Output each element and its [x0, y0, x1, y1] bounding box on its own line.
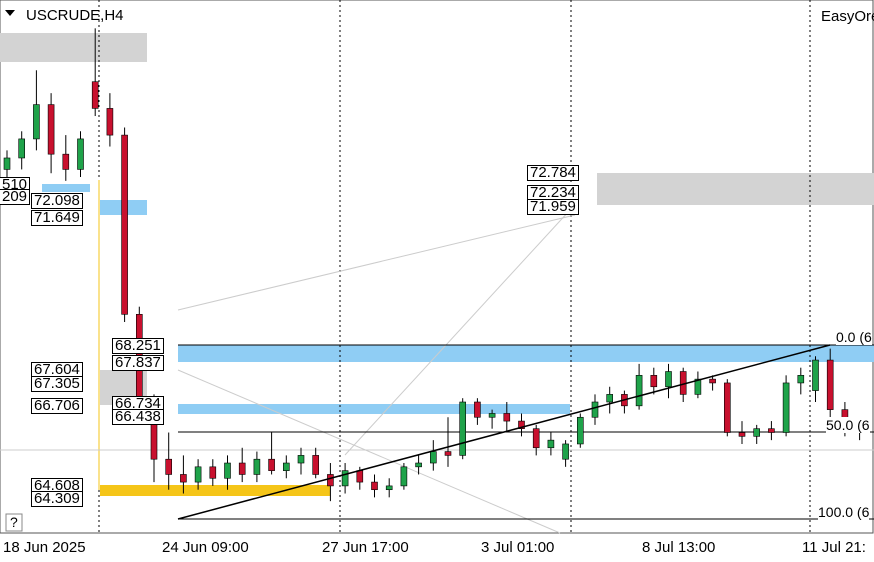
- price-label: 72.098: [31, 193, 83, 209]
- trend-line: [177, 214, 576, 311]
- zone: [178, 345, 874, 362]
- candle-body: [562, 443, 569, 460]
- candle-body: [753, 428, 761, 437]
- fib-trend: [177, 344, 831, 520]
- price-label: 209: [0, 189, 31, 205]
- candle-body: [282, 462, 290, 471]
- candle-body: [459, 401, 467, 456]
- candle-body: [297, 455, 305, 464]
- price-label: 72.784: [527, 165, 579, 181]
- trend-line: [344, 209, 571, 456]
- time-label: 8 Jul 13:00: [642, 539, 716, 556]
- candles: [3, 28, 863, 502]
- zone: [0, 33, 147, 62]
- candle-body: [3, 157, 11, 170]
- time-label: 27 Jun 17:00: [322, 539, 409, 556]
- fib-label: 0.0 (6: [836, 329, 872, 345]
- time-label: 3 Jul 01:00: [481, 539, 555, 556]
- candle-body: [518, 420, 525, 430]
- candle-body: [768, 428, 775, 433]
- candle-body: [400, 466, 408, 487]
- candle-body: [371, 481, 378, 491]
- time-label: 24 Jun 09:00: [162, 539, 249, 556]
- zone: [42, 184, 90, 192]
- price-label: 66.706: [31, 398, 83, 414]
- menu-arrow[interactable]: [5, 10, 15, 16]
- candle-body: [180, 474, 187, 483]
- candle-body: [826, 359, 834, 410]
- price-label: 66.734: [112, 396, 164, 412]
- candle-body: [474, 401, 481, 418]
- price-label: 71.959: [527, 199, 579, 215]
- candle-body: [591, 401, 599, 418]
- zone: [100, 485, 330, 496]
- zone: [597, 173, 874, 205]
- candle-body: [121, 134, 128, 315]
- candle-body: [812, 359, 819, 391]
- candle-body: [268, 458, 275, 471]
- candle-body: [532, 428, 540, 449]
- fib-label: 100.0 (6: [818, 504, 870, 520]
- fib-label: 50.0 (6: [826, 417, 870, 433]
- candle-body: [238, 462, 246, 475]
- candle-body: [356, 470, 364, 483]
- candle-body: [165, 458, 172, 475]
- candle-body: [77, 138, 84, 170]
- help-button[interactable]: [5, 513, 23, 532]
- candle-body: [547, 439, 555, 449]
- candle-body: [385, 485, 393, 491]
- candle-body: [312, 455, 320, 475]
- candle-body: [209, 466, 217, 479]
- frame: [0, 0, 874, 534]
- candle-body: [91, 81, 99, 109]
- candle-body: [782, 382, 790, 433]
- time-label: 18 Jun 2025: [3, 539, 86, 556]
- candle-body: [709, 378, 716, 384]
- price-label: 71.649: [31, 210, 83, 226]
- candle-body: [194, 466, 202, 483]
- panel-title: EasyOre: [821, 8, 874, 25]
- zone: [178, 404, 570, 414]
- candle-body: [576, 416, 584, 445]
- candle-body: [488, 413, 496, 418]
- candle-body: [738, 432, 746, 437]
- price-label: 67.837: [112, 355, 164, 371]
- candle-body: [33, 104, 40, 140]
- candle-body: [18, 138, 26, 159]
- candle-body: [694, 378, 702, 395]
- candle-body: [415, 462, 422, 468]
- help-text[interactable]: ?: [10, 514, 18, 530]
- time-label: 11 Jul 21:: [802, 539, 866, 556]
- price-label: 67.305: [31, 376, 83, 392]
- candle-body: [253, 458, 261, 475]
- candle-body: [606, 394, 614, 403]
- candle-body: [224, 462, 231, 479]
- candle-body: [635, 375, 643, 407]
- candle-body: [429, 451, 437, 464]
- candle-body: [62, 153, 70, 170]
- candle-body: [650, 375, 658, 388]
- candle-body: [797, 375, 805, 384]
- price-label: 64.309: [31, 491, 83, 507]
- candle-body: [327, 474, 334, 487]
- price-label: 66.438: [112, 409, 164, 425]
- candle-body: [665, 371, 672, 388]
- candle-body: [444, 451, 452, 456]
- candle-body: [47, 104, 55, 155]
- candle-body: [106, 108, 114, 136]
- candle-body: [503, 413, 511, 422]
- trend-line: [177, 369, 561, 534]
- candle-body: [341, 470, 349, 487]
- candle-body: [723, 382, 731, 433]
- symbol-title: USCRUDE,H4: [26, 7, 124, 24]
- price-label: 68.251: [112, 338, 164, 354]
